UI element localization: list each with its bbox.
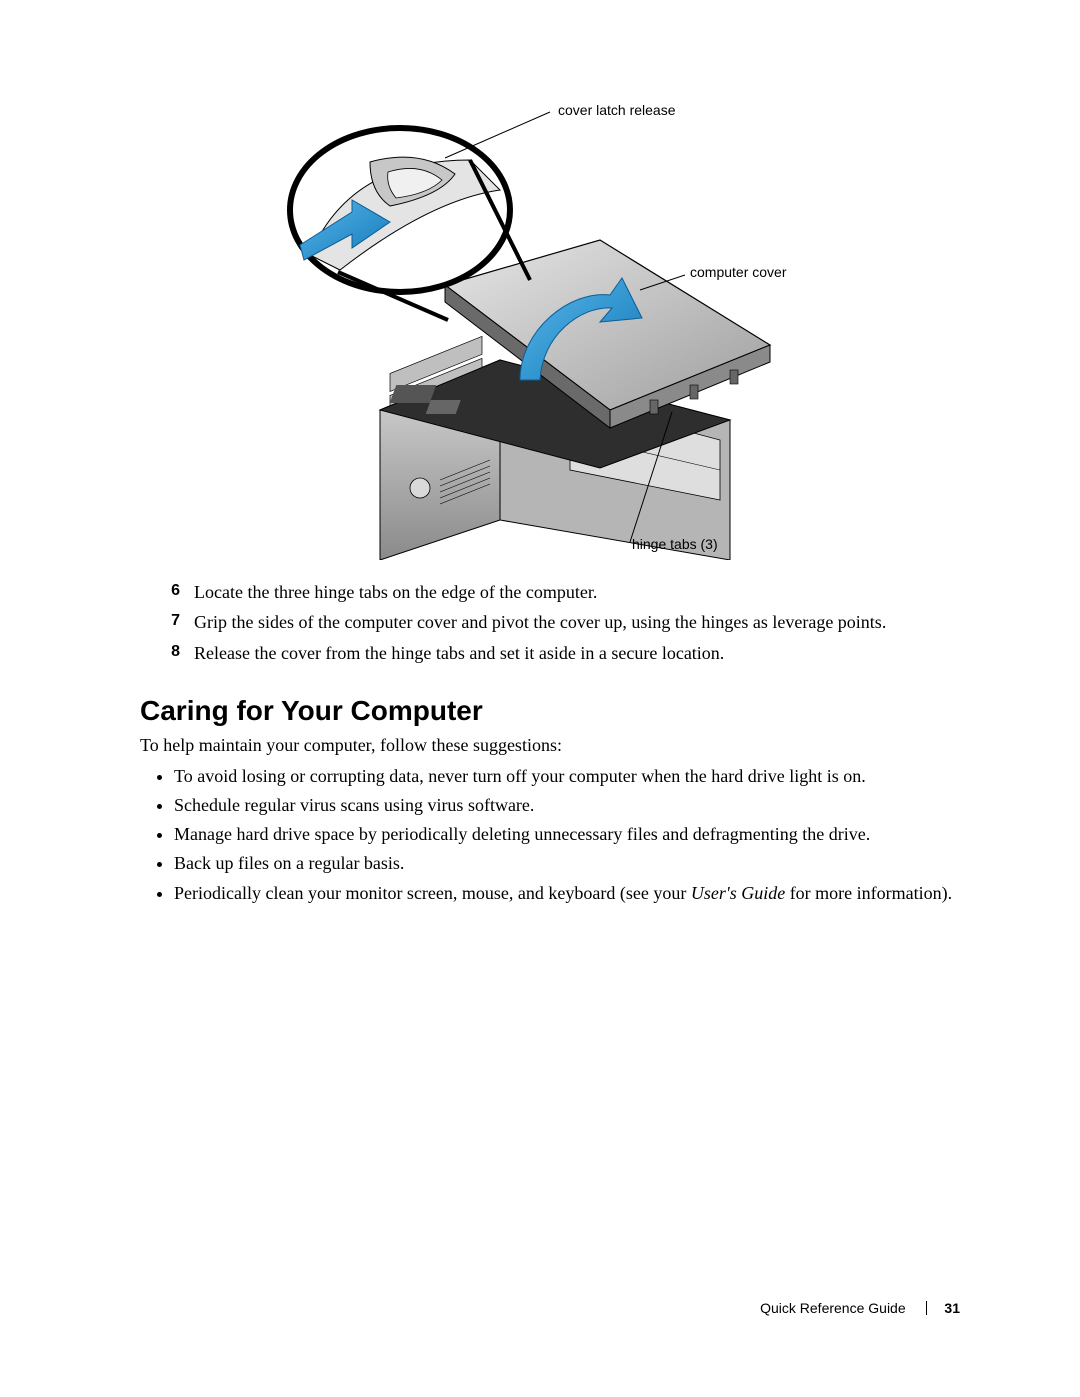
callout-hinge-tabs: hinge tabs (3) [632, 536, 718, 552]
section-heading: Caring for Your Computer [140, 695, 960, 727]
page-footer: Quick Reference Guide 31 [760, 1300, 960, 1317]
footer-page-number: 31 [944, 1300, 960, 1316]
footer-title: Quick Reference Guide [760, 1300, 906, 1316]
bullet-item: Back up files on a regular basis. [174, 851, 960, 876]
section-intro: To help maintain your computer, follow t… [140, 735, 960, 756]
bullet-suffix: for more information). [785, 883, 952, 903]
step-item: 6 Locate the three hinge tabs on the edg… [140, 580, 960, 604]
computer-illustration [270, 100, 830, 560]
step-text: Locate the three hinge tabs on the edge … [194, 580, 960, 604]
numbered-steps: 6 Locate the three hinge tabs on the edg… [140, 580, 960, 665]
step-item: 8 Release the cover from the hinge tabs … [140, 641, 960, 665]
bullet-item: Periodically clean your monitor screen, … [174, 881, 960, 906]
document-page: cover latch release computer cover hinge… [0, 0, 1080, 1397]
step-number: 7 [140, 610, 194, 634]
latch-inset [290, 128, 510, 292]
bullet-prefix: Periodically clean your monitor screen, … [174, 883, 691, 903]
bullet-item: Schedule regular virus scans using virus… [174, 793, 960, 818]
step-number: 6 [140, 580, 194, 604]
callout-cover-latch-release: cover latch release [558, 102, 676, 118]
step-number: 8 [140, 641, 194, 665]
caring-bullets: To avoid losing or corrupting data, neve… [174, 764, 960, 906]
bullet-item: To avoid losing or corrupting data, neve… [174, 764, 960, 789]
step-text: Release the cover from the hinge tabs an… [194, 641, 960, 665]
callout-computer-cover: computer cover [690, 264, 786, 280]
step-item: 7 Grip the sides of the computer cover a… [140, 610, 960, 634]
footer-separator [926, 1301, 927, 1315]
step-text: Grip the sides of the computer cover and… [194, 610, 960, 634]
cover-removal-figure: cover latch release computer cover hinge… [270, 100, 830, 560]
bullet-italic: User's Guide [691, 883, 785, 903]
bullet-item: Manage hard drive space by periodically … [174, 822, 960, 847]
